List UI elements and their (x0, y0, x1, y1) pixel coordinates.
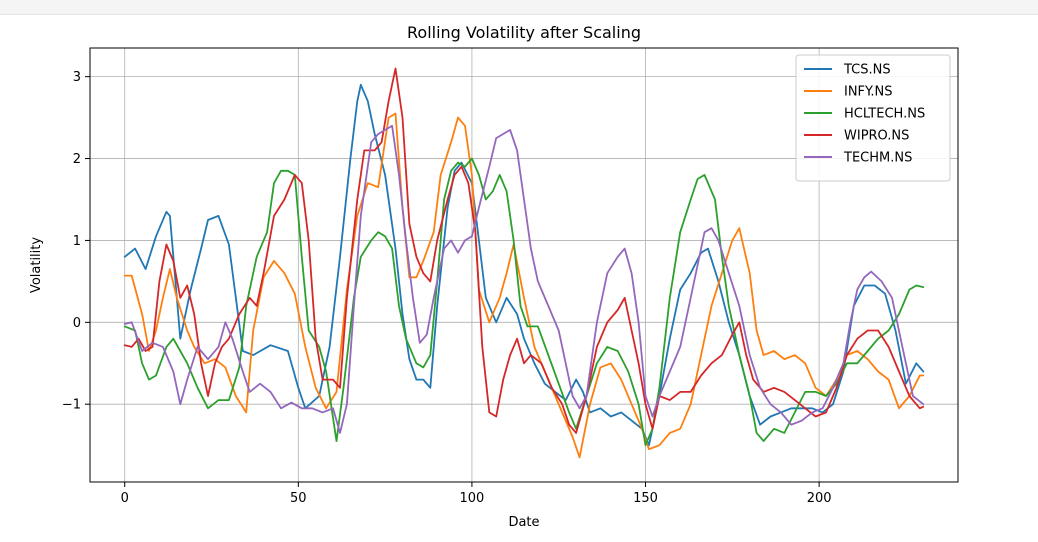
y-tick-label: −1 (62, 398, 81, 413)
x-axis-label: Date (508, 515, 539, 530)
x-tick-label: 150 (633, 491, 658, 506)
series-line-hcltech-ns (123, 157, 925, 447)
y-tick-label: 0 (73, 316, 81, 331)
series-line-infy-ns (123, 112, 925, 459)
chart-title: Rolling Volatility after Scaling (407, 23, 641, 42)
x-tick-label: 50 (290, 491, 307, 506)
legend-box (795, 54, 951, 182)
legend-label-hcltech-ns: HCLTECH.NS (844, 107, 925, 122)
legend: TCS.NS INFY.NS HCLTECH.NS WIPRO.NS TECHM.NS (795, 54, 951, 182)
x-tick-label: 100 (460, 491, 485, 506)
y-tick-label: 2 (73, 152, 81, 167)
legend-label-infy-ns: INFY.NS (844, 85, 892, 100)
plot-frame (89, 47, 959, 483)
series-line-techm-ns (123, 124, 925, 434)
y-axis-label: Volatility (29, 237, 44, 293)
legend-label-tcs-ns: TCS.NS (843, 63, 891, 78)
x-tick-label: 200 (807, 491, 832, 506)
legend-label-wipro-ns: WIPRO.NS (844, 129, 909, 144)
y-tick-label: 3 (73, 70, 81, 85)
series-line-tcs-ns (123, 83, 925, 447)
series-lines (123, 67, 925, 459)
x-tick-label: 0 (121, 491, 129, 506)
axis-ticks: 0 50 100 150 200 −1 0 1 2 3 (62, 70, 832, 506)
y-tick-label: 1 (73, 234, 81, 249)
legend-label-techm-ns: TECHM.NS (843, 151, 912, 166)
notebook-cell-top-bar (0, 0, 1038, 15)
